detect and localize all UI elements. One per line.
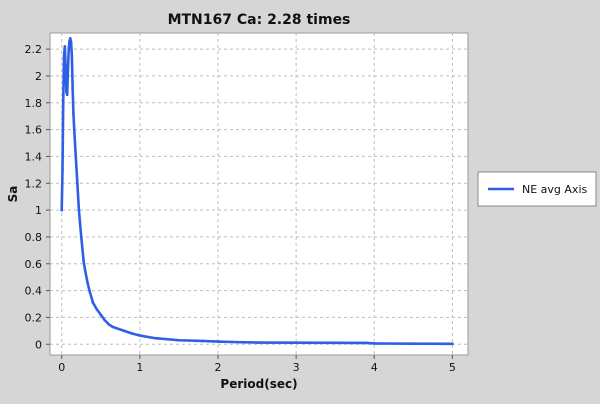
series-point (138, 334, 142, 337)
series-point (61, 168, 64, 172)
series-point (70, 54, 74, 58)
series-point (372, 342, 376, 345)
series-point (451, 342, 454, 346)
series-point (61, 94, 65, 98)
series-point (255, 341, 259, 344)
series-point (86, 281, 89, 284)
series-point (240, 340, 243, 344)
y-tick-label: 0.8 (25, 231, 43, 244)
series-points (60, 37, 454, 346)
series-point (65, 93, 69, 97)
series-point (412, 342, 415, 346)
y-tick-label: 0.4 (25, 285, 43, 298)
series-point (99, 313, 103, 317)
y-tick-label: 1.8 (25, 97, 43, 110)
series-point (107, 322, 110, 326)
y-tick-label: 0.2 (25, 311, 43, 324)
chart-title: MTN167 Ca: 2.28 times (168, 12, 351, 28)
series-point (115, 326, 118, 330)
series-point (65, 90, 68, 94)
series-point (69, 37, 72, 40)
series-point (333, 341, 337, 345)
x-tick-label: 4 (371, 361, 378, 374)
series-point (66, 67, 70, 71)
y-tick-label: 1.6 (25, 124, 43, 137)
axis-ticks: 0 1 2 3 4 5 0 0.2 0.4 0.6 0.8 1 1.2 1.4 1.6 1.8 2 2.2 (25, 43, 456, 374)
y-tick-label: 2.2 (25, 43, 43, 56)
y-tick-label: 0.6 (25, 258, 43, 271)
series-point (63, 45, 67, 48)
series-point (294, 341, 298, 344)
x-tick-label: 1 (136, 361, 143, 374)
y-tick-label: 1.4 (25, 150, 43, 163)
series-point (71, 88, 74, 91)
series-point (216, 340, 220, 343)
y-tick-label: 1.2 (25, 177, 43, 190)
x-axis-label: Period(sec) (220, 377, 297, 391)
series-point (69, 41, 73, 44)
x-tick-label: 2 (214, 361, 221, 374)
series-point (72, 128, 76, 131)
y-tick-label: 1 (35, 204, 42, 217)
series-point (67, 47, 71, 51)
series-point (88, 290, 92, 294)
series-point (111, 325, 114, 329)
series-point (77, 208, 81, 212)
plot-area (49, 32, 469, 356)
series-point (74, 155, 78, 158)
x-tick-label: 0 (58, 361, 65, 374)
series-point (83, 269, 87, 272)
series-point (122, 329, 126, 333)
series-point (64, 67, 67, 71)
series-point (60, 208, 64, 212)
series-point (95, 308, 99, 311)
legend: NE avg Axis (477, 171, 597, 207)
series-point (103, 318, 106, 322)
y-tick-label: 0 (35, 338, 42, 351)
series-point (79, 235, 83, 239)
series-point (91, 301, 95, 304)
series-point (82, 259, 85, 263)
series-point (130, 332, 134, 335)
y-axis-label: Sa (6, 186, 20, 203)
series-point (177, 338, 181, 342)
series-point (201, 339, 204, 343)
series-point (72, 112, 75, 115)
series-point (154, 336, 157, 340)
y-tick-label: 2 (35, 70, 42, 83)
legend-label: NE avg Axis (522, 183, 587, 196)
series-point (62, 54, 66, 58)
x-tick-label: 3 (293, 361, 300, 374)
series-point (365, 341, 368, 345)
x-tick-label: 5 (449, 361, 456, 374)
series-point (76, 181, 79, 185)
